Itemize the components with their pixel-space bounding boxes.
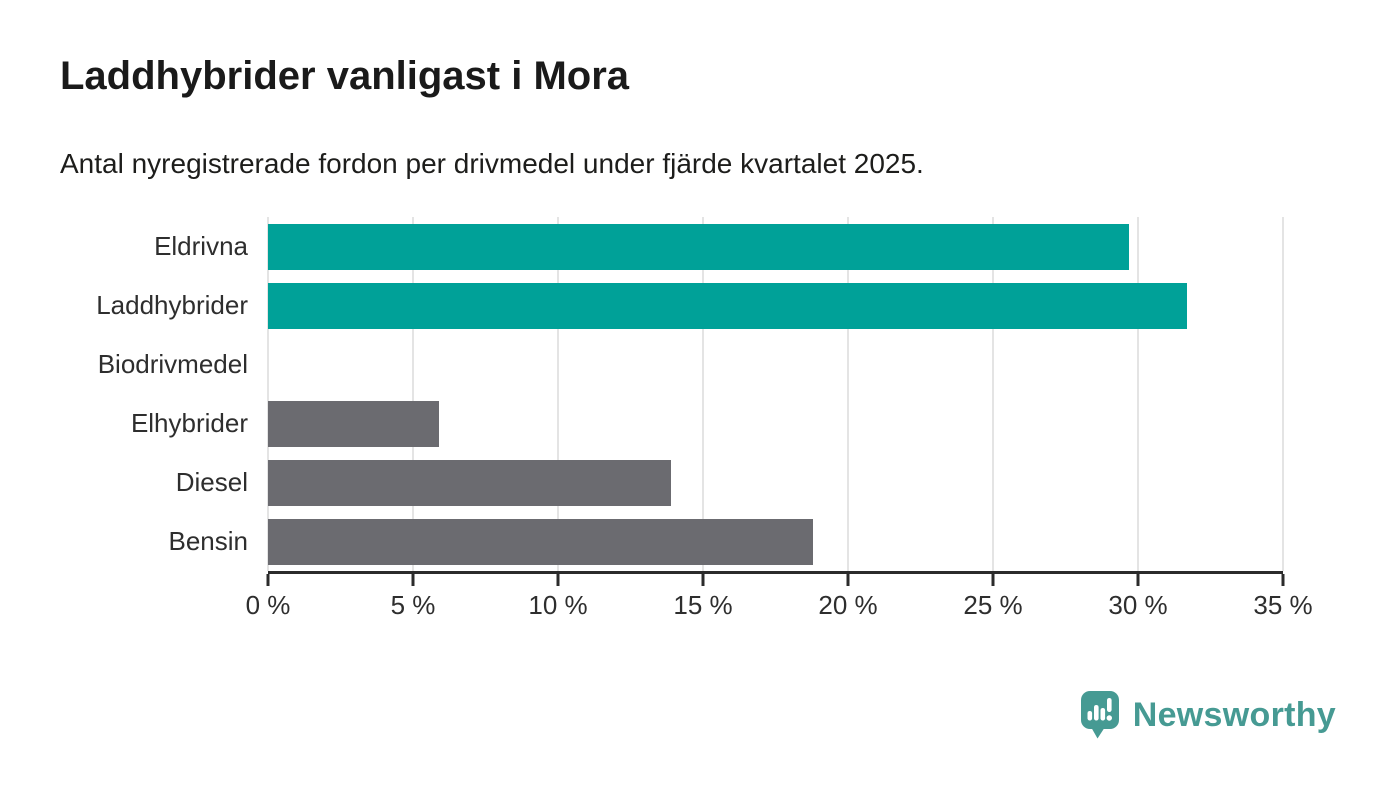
category-label: Biodrivmedel xyxy=(97,349,248,379)
category-label: Laddhybrider xyxy=(96,290,248,320)
category-label: Eldrivna xyxy=(154,231,248,261)
newsworthy-logo-icon xyxy=(1080,691,1119,739)
bar-elhybrider xyxy=(268,400,440,447)
axis-tick xyxy=(411,574,415,586)
axis-tick xyxy=(991,574,995,586)
bar-bensin xyxy=(268,518,814,565)
category-label: Bensin xyxy=(168,526,249,556)
gridline xyxy=(557,217,559,571)
axis-tick-label: 20 % xyxy=(818,590,878,620)
brand-footer: Newsworthy xyxy=(1080,690,1336,740)
axis-tick-label: 15 % xyxy=(673,590,733,620)
bar-eldrivna xyxy=(268,223,1130,270)
category-label: Elhybrider xyxy=(130,408,248,438)
category-labels: Eldrivna Laddhybrider Biodrivmedel Elhybrid… xyxy=(0,217,248,571)
axis-tick xyxy=(701,574,705,586)
axis-tick-label: 0 % xyxy=(245,590,291,620)
axis-tick xyxy=(1136,574,1140,586)
chart-title: Laddhybrider vanligast i Mora xyxy=(60,54,630,98)
gridline xyxy=(1137,217,1139,571)
axis-tick-label: 25 % xyxy=(963,590,1023,620)
x-axis: 0 % 5 % 10 % 15 % 20 % 25 % 30 % 35 % xyxy=(246,571,1313,634)
chart-subtitle: Antal nyregistrerade fordon per drivmede… xyxy=(60,148,924,179)
gridline xyxy=(1282,217,1284,571)
gridline xyxy=(412,217,414,571)
axis-tick-label: 5 % xyxy=(390,590,436,620)
gridline xyxy=(702,217,704,571)
axis-tick-label: 35 % xyxy=(1253,590,1313,620)
axis-tick xyxy=(1281,574,1285,586)
axis-tick-label: 30 % xyxy=(1108,590,1168,620)
bar-laddhybrider xyxy=(268,282,1188,329)
axis-tick xyxy=(846,574,850,586)
brand-name: Newsworthy xyxy=(1132,695,1336,734)
gridline xyxy=(992,217,994,571)
bar-diesel xyxy=(268,459,672,506)
gridline xyxy=(267,217,269,571)
gridline xyxy=(847,217,849,571)
axis-tick xyxy=(556,574,560,586)
axis-tick-label: 10 % xyxy=(528,590,588,620)
axis-tick xyxy=(266,574,270,586)
plot-area xyxy=(267,217,1284,571)
category-label: Diesel xyxy=(175,467,248,497)
